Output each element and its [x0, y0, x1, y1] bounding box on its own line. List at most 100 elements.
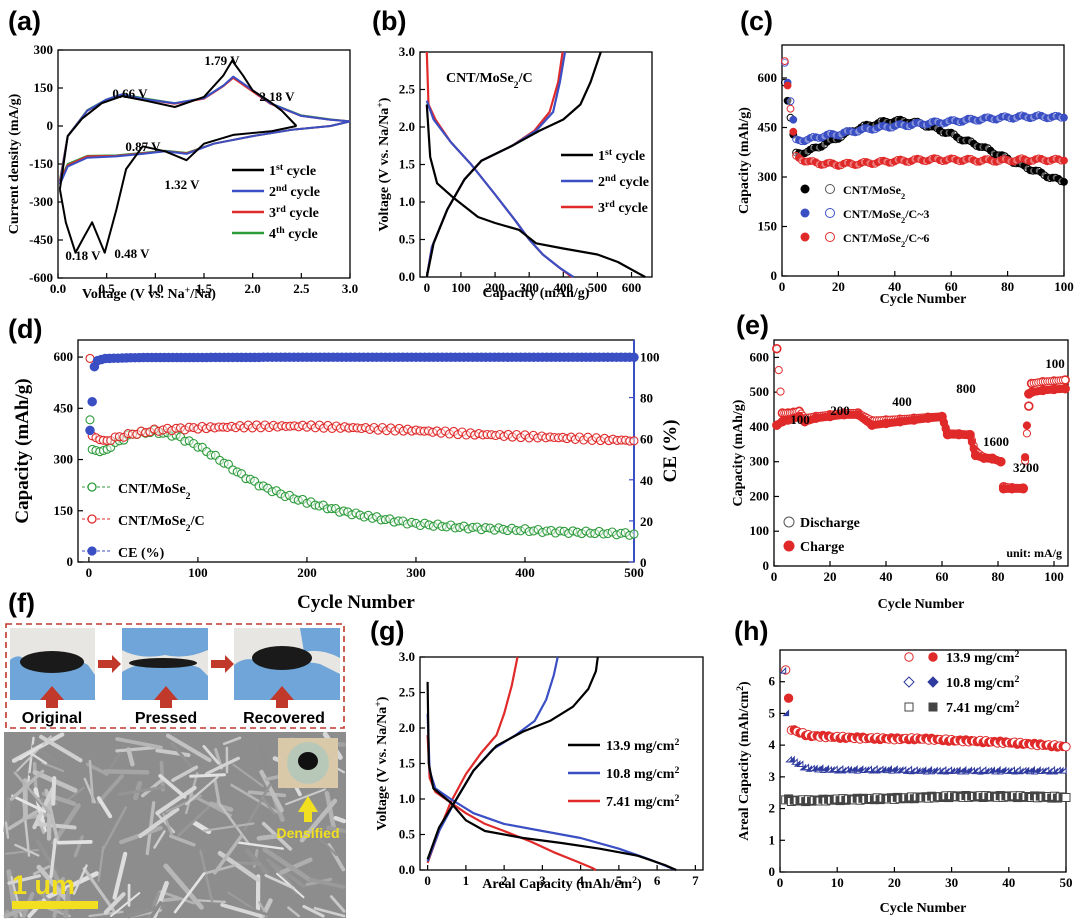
- data-point-grey: [1061, 793, 1071, 802]
- x-tick-label: 100: [451, 280, 471, 295]
- x-tick-label: 2.5: [293, 281, 310, 296]
- legend-label: CNT/MoSe2/C~6: [843, 231, 929, 249]
- data-point-blue: [789, 115, 798, 124]
- sem-fiber: [11, 794, 47, 814]
- y-tick-label: 150: [54, 503, 74, 518]
- x-tick-label: 5: [616, 873, 623, 888]
- sem-fiber: [14, 843, 40, 857]
- panel-letter-c: (c): [740, 6, 773, 36]
- panel-letter-e: (e): [736, 310, 769, 340]
- data-point-red: [783, 693, 794, 703]
- sem-fiber: [4, 821, 10, 839]
- data-point-discharge: [1024, 402, 1033, 411]
- data-point-navy: [925, 765, 933, 773]
- sem-fiber: [165, 733, 212, 763]
- sem-fiber: [213, 778, 221, 804]
- sem-fiber: [100, 806, 128, 853]
- photo-recovered: [234, 628, 340, 700]
- x-tick-label: 100: [1044, 569, 1064, 584]
- data-point-green: [85, 415, 95, 425]
- peak-annotation: 0.87 V: [125, 139, 161, 154]
- y-tick-label: 1.5: [399, 157, 416, 172]
- x-tick-label: 2.0: [245, 281, 261, 296]
- x-tick-label: 1.0: [147, 281, 163, 296]
- sem-fiber: [115, 737, 163, 750]
- sem-fiber: [72, 864, 88, 895]
- sem-fiber: [161, 896, 181, 903]
- x-tick-label: 0.0: [50, 281, 66, 296]
- cv-curve-upper-black: [58, 59, 298, 190]
- sem-fiber: [313, 906, 346, 918]
- data-point-blue: [87, 396, 97, 407]
- sem-fiber: [264, 874, 295, 890]
- sem-fiber: [115, 746, 156, 753]
- y-axis-title: Voltage (V vs. Na/Na+): [375, 97, 393, 231]
- x-tick-label: 600: [622, 280, 642, 295]
- y-axis-title: Current density (mA/g): [7, 93, 22, 234]
- data-point-green: [629, 529, 639, 539]
- x-tick-label: 300: [519, 280, 539, 295]
- x-tick-label: 0: [779, 279, 786, 294]
- x-tick-label: 50: [1060, 875, 1073, 890]
- glove-shape-top: [122, 628, 208, 657]
- y-tick-label: 0.0: [399, 862, 415, 877]
- data-point-red: [780, 57, 789, 65]
- data-point-charge: [996, 457, 1005, 466]
- y-tick-label: 3: [769, 769, 776, 784]
- data-point-navy: [779, 666, 787, 674]
- y-tick-label: 600: [750, 349, 770, 364]
- data-point-red: [85, 353, 95, 363]
- rate-label: 3200: [1013, 460, 1039, 475]
- y-tick-label: 0: [769, 864, 776, 879]
- legend-label: 2nd cycle: [269, 183, 320, 201]
- sem-fiber: [150, 901, 163, 918]
- discharge-curve-red: [426, 735, 597, 871]
- y-tick-label: 0: [771, 268, 778, 283]
- sem-fiber: [171, 765, 199, 783]
- x-tick-label: 20: [832, 279, 845, 294]
- sem-fiber: [285, 788, 326, 806]
- inset-label: Densified: [276, 825, 339, 841]
- data-point-discharge: [774, 366, 783, 375]
- y2-tick-label: 20: [640, 514, 653, 529]
- y-tick-label: 450: [54, 400, 74, 415]
- data-point-charge: [1061, 384, 1070, 393]
- legend-label: CNT/MoSe2: [118, 482, 191, 502]
- sem-fiber: [117, 785, 166, 796]
- x-tick-label: 1: [463, 873, 470, 888]
- legend-label: 4th cycle: [269, 225, 318, 243]
- photo-panel: Original Pressed Recovered Densified 1 u…: [3, 623, 347, 919]
- y-tick-label: 300: [750, 454, 770, 469]
- x-tick-label: 40: [888, 279, 901, 294]
- charge-curve-black: [426, 656, 599, 860]
- chart-g: 0 1 2 3 4 5 6 7 0.0 0.5 1.0 1.5 2.0 2.5 3.0 13.9 mg/cm2…: [373, 649, 704, 892]
- sem-fiber: [333, 815, 347, 824]
- sem-fiber: [155, 748, 191, 758]
- sem-fiber: [244, 847, 269, 875]
- x-tick-label: 0: [424, 280, 431, 295]
- scale-bar-label: 1 um: [12, 870, 75, 900]
- chart-h: 0 10 20 30 40 50 0 1 2 3 4 5 6 13.9 mg/cm2 10.8 mg/cm2…: [735, 649, 1073, 917]
- legend-label: Discharge: [800, 516, 860, 531]
- legend-marker-filled: [928, 702, 938, 712]
- legend-marker: [87, 546, 97, 556]
- y-tick-label: 2.0: [399, 720, 415, 735]
- sem-fiber: [220, 903, 263, 918]
- data-point-red: [1060, 156, 1068, 165]
- x-axis-title: Cycle Number: [880, 901, 967, 916]
- sem-fiber: [56, 840, 93, 845]
- y-tick-label: 600: [758, 70, 778, 85]
- x-tick-label: 40: [1002, 875, 1015, 890]
- sem-fiber: [235, 841, 284, 850]
- sem-fiber: [7, 874, 41, 885]
- y2-tick-label: 100: [640, 349, 660, 364]
- cv-curve-upper-blue: [58, 75, 351, 185]
- data-point-charge: [1019, 484, 1028, 493]
- sem-fiber: [329, 895, 346, 913]
- arrow-up-icon: [154, 686, 178, 708]
- x-tick-label: 400: [554, 280, 574, 295]
- photo-label-recovered: Recovered: [243, 710, 325, 727]
- glove-shape-top: [300, 628, 340, 658]
- x-tick-label: 60: [945, 279, 958, 294]
- cv-curve-lower-blue: [58, 120, 351, 185]
